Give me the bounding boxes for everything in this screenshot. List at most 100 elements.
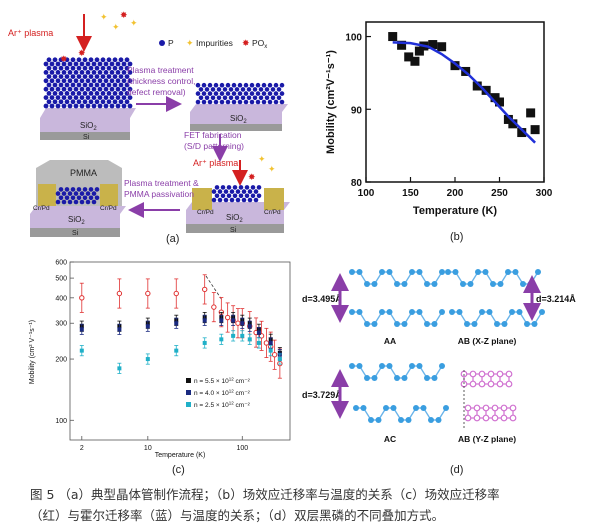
y-tick-label: 500 — [55, 276, 67, 283]
phosphorus-atom — [58, 74, 64, 79]
phosphorus-atom — [73, 78, 79, 84]
atom — [431, 281, 438, 287]
phosphorus-atom — [240, 95, 246, 101]
phosphorus-atom — [204, 87, 210, 92]
aa-label: AA — [384, 336, 396, 346]
phosphorus-atom — [76, 57, 82, 63]
atom — [405, 417, 412, 423]
phosphorus-atom — [195, 91, 201, 96]
hall-point — [240, 321, 245, 326]
atom — [496, 370, 504, 378]
panel-b: 100 150 200 250 300 80 90 100 Temperature (K) M… — [318, 0, 600, 250]
phosphorus-atom — [261, 82, 267, 88]
phosphorus-atom — [91, 78, 97, 84]
svg-text:n = 4.0 × 1012 cm⁻²: n = 4.0 × 1012 cm⁻² — [194, 389, 251, 398]
phosphorus-atom — [258, 87, 264, 92]
panel-a: SiO2 Si Ar⁺ plasma P ✦ Impurities ✸ POx … — [0, 0, 318, 250]
atom — [475, 269, 481, 275]
atom — [487, 380, 495, 388]
phosphorus-atom — [243, 91, 249, 96]
phosphorus-atom — [43, 86, 49, 92]
fet-point — [145, 290, 151, 297]
phosphorus-atom — [49, 70, 55, 75]
phosphorus-atom — [55, 78, 61, 84]
atom — [394, 321, 400, 327]
phosphorus-atom — [55, 191, 61, 196]
data-point — [437, 42, 447, 52]
svg-text:✦: ✦ — [186, 38, 194, 48]
phosphorus-atom — [115, 78, 121, 84]
atom — [379, 363, 385, 369]
phosphorus-atom — [246, 87, 252, 92]
phosphorus-atom — [49, 86, 55, 92]
atom — [486, 309, 493, 315]
data-point — [530, 125, 540, 135]
atom — [371, 281, 378, 287]
phosphorus-atom — [103, 78, 109, 84]
phosphorus-atom — [229, 197, 235, 203]
atom — [375, 417, 382, 423]
y-tick-label: 300 — [55, 321, 67, 328]
phosphorus-atom — [213, 99, 219, 105]
phosphorus-atom — [252, 95, 258, 101]
panel-d-diagram: d=3.495Å d=3.214Å d=3.729Å AA AB (X-Z pl… — [302, 269, 576, 476]
hall-point — [219, 318, 224, 323]
data-point — [450, 61, 460, 71]
phosphorus-atom — [219, 91, 225, 96]
phosphorus-atom — [250, 193, 256, 199]
phosphorus-atom — [256, 193, 262, 199]
phosphorus-atom — [97, 78, 103, 84]
phosphorus-atom — [100, 91, 106, 96]
phosphorus-atom — [103, 61, 109, 67]
phosphorus-atom — [64, 187, 70, 192]
phosphorus-atom — [85, 191, 91, 196]
phosphorus-atom — [223, 189, 229, 194]
stack-bottom-left: PMMA Cr/Pd Cr/Pd SiO2 Si — [30, 160, 126, 237]
atom — [401, 281, 408, 287]
phosphorus-atom — [124, 74, 130, 79]
phosphorus-atom — [207, 99, 213, 105]
atom — [401, 375, 408, 381]
phosphorus-atom — [235, 197, 241, 203]
svg-text:n = 2.5 × 1012 cm⁻²: n = 2.5 × 1012 cm⁻² — [194, 401, 251, 410]
y-tick-label: 100 — [55, 418, 67, 425]
atom — [456, 309, 463, 315]
stack-bottom-right: Cr/Pd Cr/Pd SiO2 Si — [186, 185, 290, 234]
phosphorus-atom — [43, 61, 49, 67]
atom — [349, 309, 355, 315]
x-tick-label: 200 — [447, 188, 464, 199]
hall-point — [202, 318, 207, 323]
chart-c-frame — [69, 261, 291, 441]
phosphorus-atom — [127, 103, 133, 109]
phosphorus-atom — [67, 191, 73, 196]
phosphorus-atom — [73, 61, 79, 67]
d-ac-value: d=3.729Å — [302, 390, 342, 400]
phosphorus-atom — [103, 86, 109, 92]
atom — [467, 281, 474, 287]
atom — [386, 363, 393, 369]
phosphorus-atom — [124, 82, 130, 88]
fet-point — [271, 352, 278, 358]
phosphorus-atom — [46, 74, 52, 79]
phosphorus-atom — [46, 65, 52, 71]
phosphorus-atom — [121, 78, 127, 84]
phosphorus-atom — [261, 99, 267, 105]
phosphorus-atom — [232, 185, 238, 190]
atom — [478, 370, 486, 378]
hall-point — [240, 333, 245, 338]
phosphorus-atom — [88, 57, 94, 63]
atom — [464, 321, 470, 327]
phosphorus-atom — [85, 95, 91, 100]
phosphorus-atom — [109, 95, 115, 100]
phosphorus-atom — [64, 195, 70, 201]
phosphorus-atom — [55, 95, 61, 100]
phosphorus-atom — [67, 70, 73, 75]
phosphorus-atom — [49, 95, 55, 100]
phosphorus-atom — [76, 99, 82, 105]
phosphorus-atom — [61, 191, 67, 196]
data-point — [428, 40, 438, 50]
atom — [491, 404, 499, 412]
phosphorus-atom — [201, 99, 207, 105]
impurity-icon: ✦ — [258, 154, 266, 164]
atom — [443, 405, 449, 411]
